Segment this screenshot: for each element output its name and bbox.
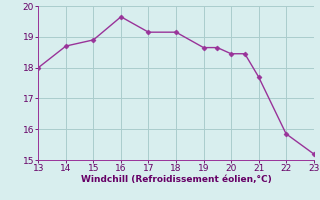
X-axis label: Windchill (Refroidissement éolien,°C): Windchill (Refroidissement éolien,°C) [81, 175, 271, 184]
